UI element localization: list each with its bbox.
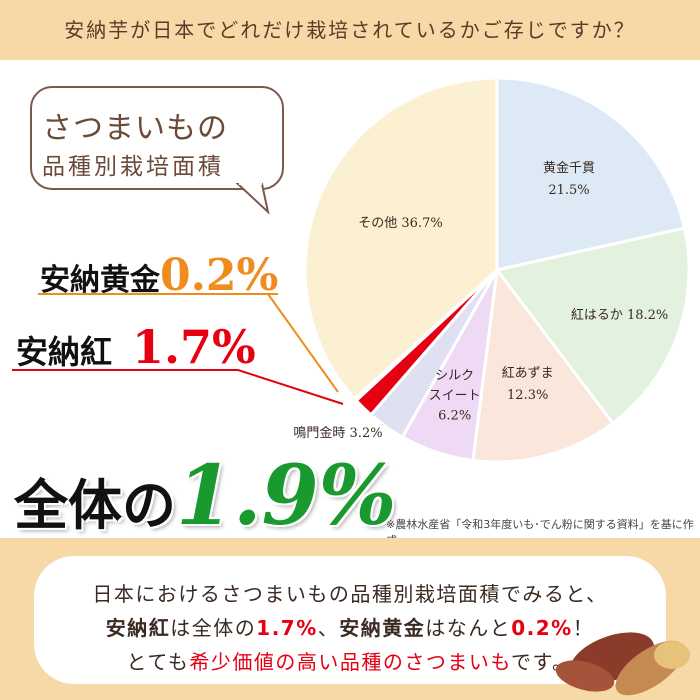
slice-label: 紅はるか 18.2% [571, 308, 668, 323]
page-title: 安納芋が日本でどれだけ栽培されているかご存じですか？ [64, 18, 636, 42]
slice-label: スイート [429, 389, 481, 404]
pie-slice [495, 76, 687, 272]
callout-annou-kogane: 安納黄金0.2% [40, 250, 278, 301]
header-band [0, 0, 700, 60]
total-prefix: 全体の [14, 473, 176, 537]
pie-slice [494, 226, 691, 426]
description-line-1: 日本におけるさつまいもの品種別栽培面積でみると、 [92, 582, 608, 606]
desc-text: 、 [317, 616, 340, 640]
slice-label: 6.2% [438, 409, 471, 424]
bubble-title: さつまいもの [42, 111, 228, 146]
total-value: 1.9% [176, 448, 397, 544]
callout-annou-beni-name: 安納紅 [16, 333, 113, 371]
desc-text: ！ [572, 616, 595, 640]
callout-annou-beni-value: 1.7% [132, 320, 256, 374]
desc-text: はなんと [425, 616, 512, 640]
callout-annou-kogane-value: 0.2% [160, 250, 279, 301]
chart-title-bubble [30, 86, 284, 190]
desc-value-beni: 1.7% [256, 616, 318, 640]
desc-text: とても [126, 650, 190, 674]
slice-label: シルク [435, 369, 474, 384]
total-callout: 全体の1.9% [14, 448, 397, 544]
slice-label: 12.3% [507, 388, 548, 403]
slice-label: その他 36.7% [358, 216, 442, 231]
callout-annou-kogane-name: 安納黄金 [40, 263, 160, 298]
desc-text: は全体の [170, 616, 257, 640]
desc-annou-kogane: 安納黄金 [339, 616, 426, 640]
desc-value-kogane: 0.2% [511, 616, 573, 640]
slice-label: 紅あずま [502, 366, 554, 381]
callout-annou-beni: 安納紅 1.7% [16, 320, 256, 374]
description-line-3: とても希少価値の高い品種のさつまいもです。 [0, 646, 700, 675]
bubble-subtitle: 品種別栽培面積 [42, 154, 224, 180]
slice-label: 21.5% [548, 183, 589, 198]
slice-label: 鳴門金時 3.2% [293, 425, 382, 441]
slice-label: 黄金千貫 [543, 160, 595, 176]
pie-slice [471, 266, 615, 464]
desc-annou-beni: 安納紅 [105, 616, 171, 640]
desc-highlight: 希少価値の高い品種のさつまいも [189, 650, 512, 674]
description-box [34, 556, 666, 684]
description-line-2: 安納紅は全体の1.7%、安納黄金はなんと0.2%！ [0, 612, 700, 641]
pie-slice [303, 76, 499, 401]
